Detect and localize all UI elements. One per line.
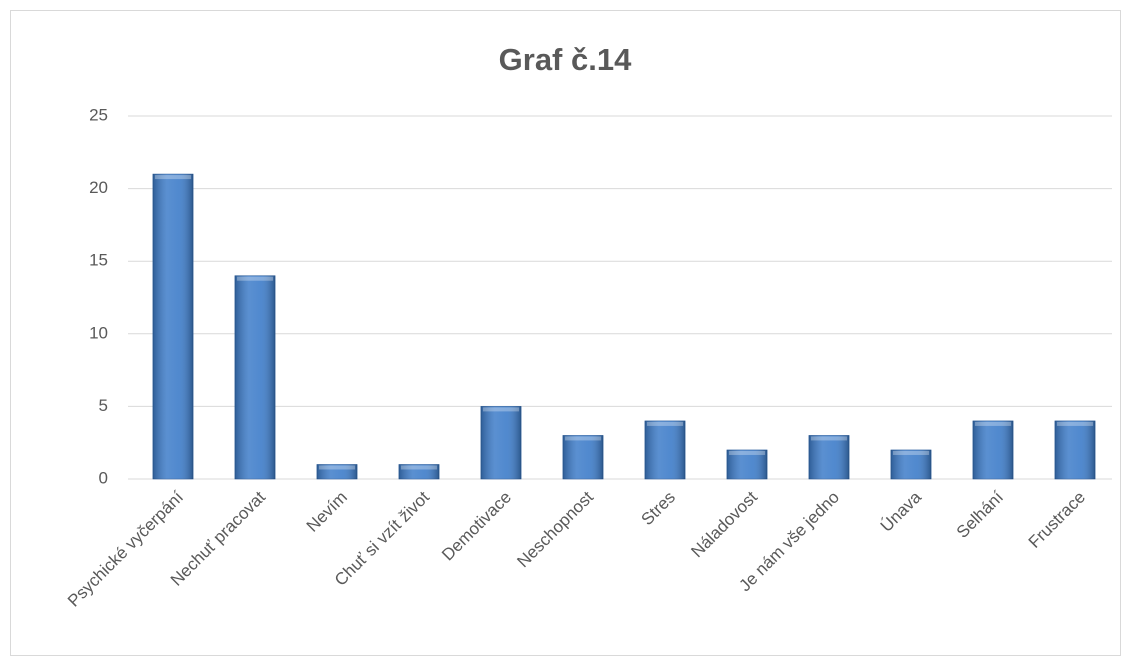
chart-border: [10, 10, 1121, 656]
y-tick-label: 0: [99, 468, 108, 487]
y-tick-label: 25: [89, 105, 108, 124]
bar: [562, 435, 604, 480]
y-tick-label: 10: [89, 323, 108, 342]
bar: [972, 420, 1014, 480]
bar: [726, 449, 768, 480]
chart-title: Graf č.14: [499, 42, 632, 77]
bar: [398, 464, 440, 480]
bar: [234, 275, 276, 480]
bar: [808, 435, 850, 480]
bar: [152, 173, 194, 480]
bar: [316, 464, 358, 480]
bar: [890, 449, 932, 480]
bar: [644, 420, 686, 480]
y-tick-label: 15: [89, 251, 108, 270]
bar: [480, 406, 522, 480]
y-tick-label: 20: [89, 178, 108, 197]
bar: [1054, 420, 1096, 480]
y-tick-label: 5: [99, 396, 108, 415]
